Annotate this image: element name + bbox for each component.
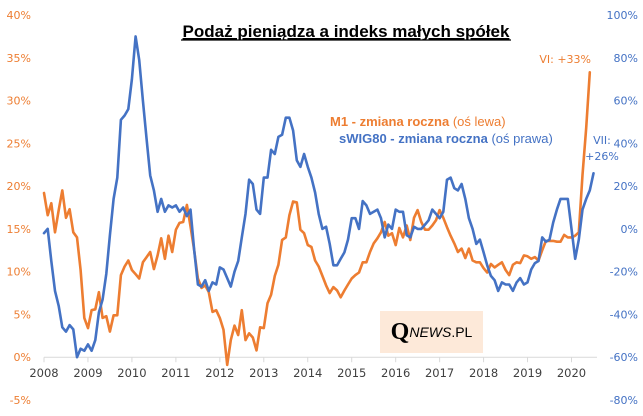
legend-m1-label: M1 - zmiana roczna (330, 114, 450, 129)
legend-swig80-axis: (oś prawa) (488, 131, 553, 146)
left-tick-label: 25% (7, 137, 31, 150)
left-axis: -5% 0% 5% 10% 15% 20% 25% 30% 35% 40% (7, 9, 31, 407)
x-tick-label: 2013 (249, 366, 278, 380)
left-tick-label: 20% (7, 180, 31, 193)
right-tick-label: -20% (610, 266, 638, 279)
left-tick-label: 10% (7, 266, 31, 279)
left-tick-label: 35% (7, 52, 31, 65)
legend-m1-axis: (oś lewa) (449, 114, 505, 129)
right-tick-label: 60% (614, 95, 638, 108)
right-axis: -80% -60% -40% -20% 0% 20% 40% 60% 80% 100% (607, 9, 638, 407)
x-tick-label: 2017 (425, 366, 454, 380)
right-tick-label: -80% (610, 394, 638, 407)
x-tick-label: 2010 (117, 366, 146, 380)
x-tick-label: 2008 (29, 366, 58, 380)
x-tick-label: 2012 (205, 366, 234, 380)
qnews-logo: Q NEWS .PL (380, 311, 483, 353)
right-tick-label: -40% (610, 308, 638, 321)
swig80-line (42, 35, 595, 359)
series-group (42, 35, 595, 367)
x-tick-label: 2020 (557, 366, 586, 380)
annotation-swig80-line1: VII: (593, 134, 611, 147)
left-tick-label: 5% (14, 308, 31, 321)
left-tick-label: 0% (14, 351, 31, 364)
legend-swig80: sWIG80 - zmiana roczna (oś prawa) (339, 131, 553, 146)
x-tick-label: 2016 (381, 366, 410, 380)
annotation-swig80-line2: +26% (585, 150, 619, 163)
legend-swig80-label: sWIG80 - zmiana roczna (339, 131, 489, 146)
x-tick-label: 2014 (293, 366, 322, 380)
right-tick-label: 40% (614, 137, 638, 150)
logo-news: NEWS (409, 324, 452, 340)
left-tick-label: -5% (10, 394, 31, 407)
x-tick-label: 2019 (513, 366, 542, 380)
x-tick-label: 2015 (337, 366, 366, 380)
logo-pl: .PL (451, 324, 473, 340)
right-tick-label: 80% (614, 52, 638, 65)
x-tick-label: 2009 (73, 366, 102, 380)
left-tick-label: 40% (7, 9, 31, 22)
right-tick-label: -60% (610, 351, 638, 364)
right-tick-label: 0% (621, 223, 638, 236)
x-tick-label: 2011 (161, 366, 190, 380)
right-tick-label: 20% (614, 180, 638, 193)
left-tick-label: 30% (7, 95, 31, 108)
logo-q: Q (390, 318, 410, 345)
m1-line (42, 71, 592, 367)
legend-m1: M1 - zmiana roczna (oś lewa) (330, 114, 506, 129)
chart-title: Podaż pieniądza a indeks małych spółek (183, 22, 510, 41)
x-axis: 2008 2009 2010 2011 2012 2013 2014 2015 2016 2017… (29, 356, 597, 380)
x-tick-label: 2018 (469, 366, 498, 380)
left-tick-label: 15% (7, 223, 31, 236)
annotation-m1: VI: +33% (539, 53, 591, 66)
right-tick-label: 100% (607, 9, 638, 22)
